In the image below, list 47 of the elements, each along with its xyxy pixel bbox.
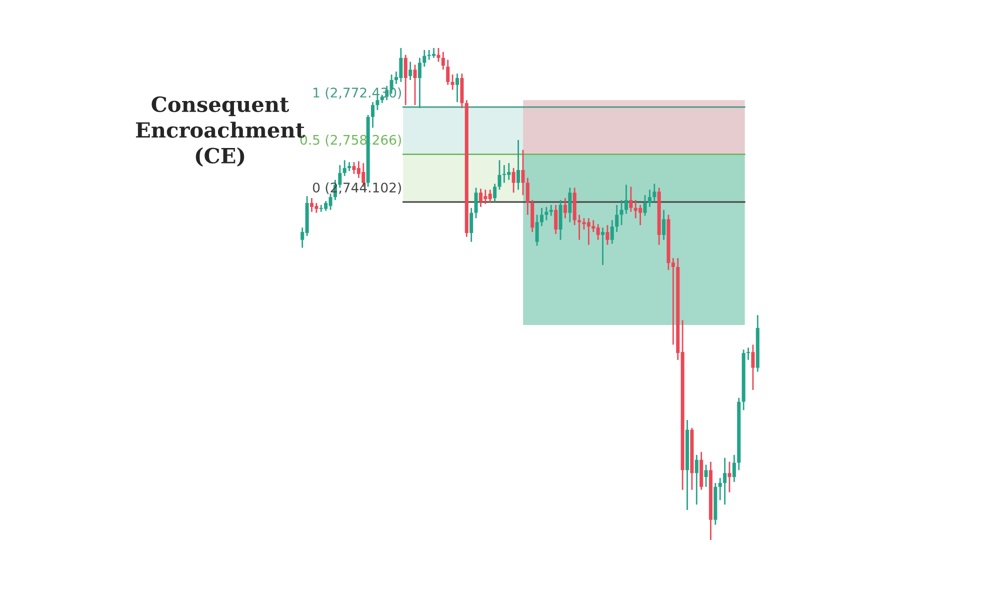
candlestick [498,159,502,190]
candlestick [455,72,460,103]
candlestick [704,464,708,488]
candlestick [610,220,614,245]
candlestick [540,207,544,227]
candlestick [512,167,516,194]
candlestick [516,139,520,190]
candlestick [554,204,558,235]
candlestick [342,159,346,177]
candlestick [620,199,624,226]
candlestick [549,204,553,216]
candlestick [568,187,572,223]
candlestick [606,224,610,246]
candlestick [493,183,497,203]
candlestick [629,186,633,213]
candlestick [728,461,732,493]
candlestick [563,197,567,219]
candlestick [474,187,478,219]
candlestick [718,477,722,501]
candlestick [624,184,628,214]
candlestick [413,64,417,106]
candlestick [544,206,548,221]
candlestick [723,457,727,506]
candlestick [648,189,652,208]
candlestick [422,49,426,68]
candlestick [450,74,454,91]
candlestick [578,214,582,241]
candlestick [418,57,422,109]
candlestick [370,101,375,128]
candlestick [694,454,698,506]
candlestick [751,344,755,391]
candlestick [436,48,440,62]
candlestick [521,149,525,196]
candlestick [526,177,530,216]
candlestick [408,61,412,81]
candlestick [643,194,647,216]
candlestick [652,183,656,203]
candlestick [404,54,408,106]
candlestick [615,204,619,233]
candlestick [600,226,605,266]
candlestick [732,454,736,483]
candlestick [441,51,445,70]
candlestick [746,346,750,361]
candlestick [662,209,666,241]
candlestick [535,214,539,246]
candlestick [470,207,474,243]
candlestick [446,59,450,86]
